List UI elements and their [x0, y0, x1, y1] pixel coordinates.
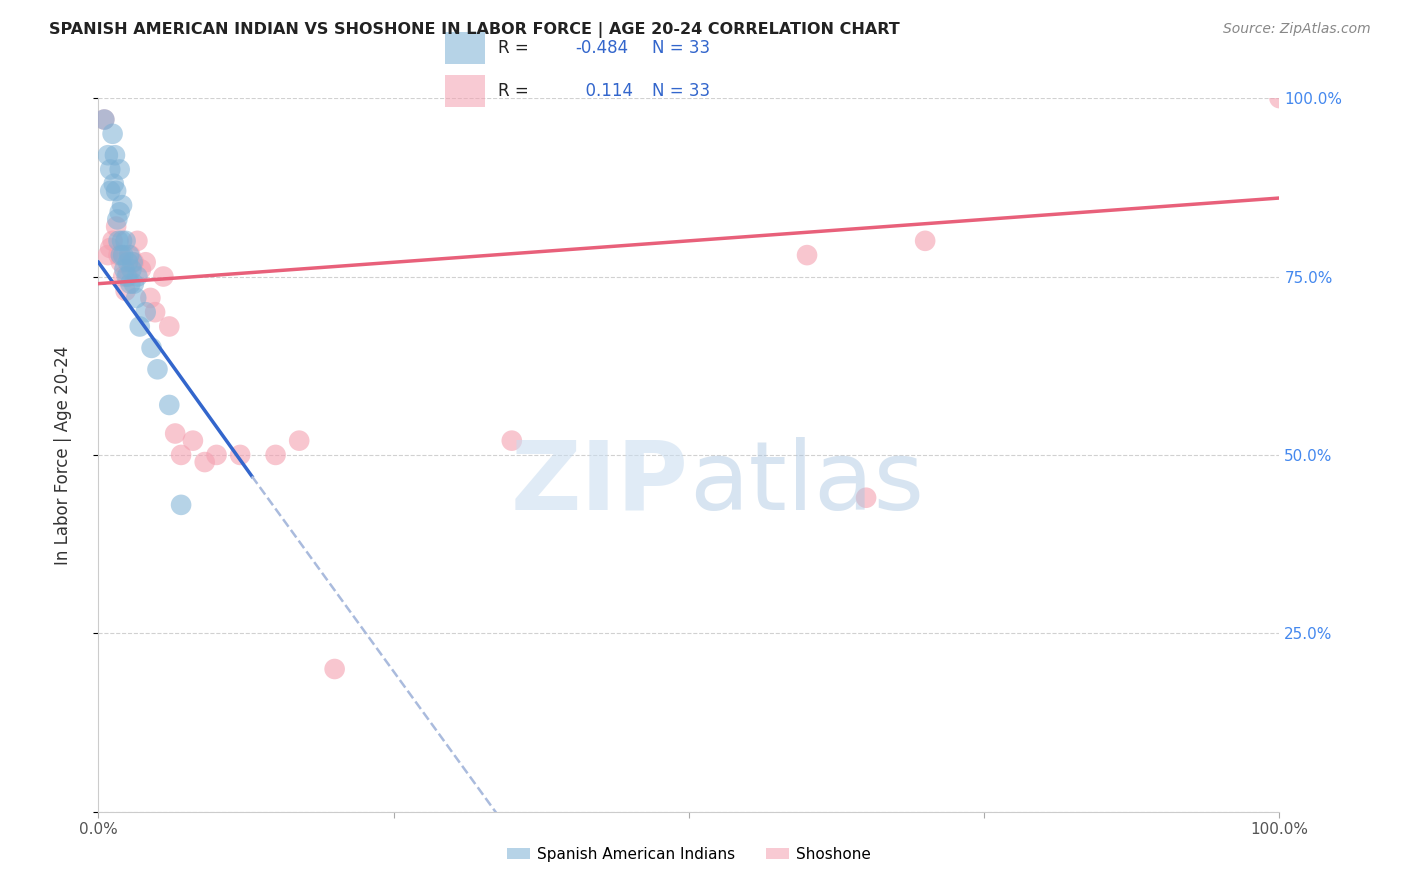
Point	[125, 291, 148, 305]
Text: R =: R =	[498, 38, 529, 56]
Point	[120, 277, 142, 291]
Point	[120, 248, 142, 262]
Point	[205, 448, 228, 462]
Point	[288, 434, 311, 448]
Point	[98, 184, 121, 198]
Point	[194, 455, 217, 469]
Point	[914, 234, 936, 248]
Point	[165, 426, 187, 441]
Point	[121, 262, 143, 277]
Point	[1268, 91, 1291, 105]
Point	[111, 198, 134, 212]
Point	[114, 284, 136, 298]
Point	[170, 498, 193, 512]
Point	[117, 255, 139, 269]
Text: -0.484: -0.484	[575, 38, 628, 56]
Point	[501, 434, 523, 448]
Point	[97, 148, 120, 162]
Point	[135, 255, 157, 269]
Text: ZIP: ZIP	[510, 437, 689, 530]
Text: Source: ZipAtlas.com: Source: ZipAtlas.com	[1223, 22, 1371, 37]
Point	[110, 248, 132, 262]
Point	[118, 248, 141, 262]
Text: atlas: atlas	[689, 437, 924, 530]
Point	[855, 491, 877, 505]
Point	[111, 234, 134, 248]
Point	[122, 277, 145, 291]
Point	[139, 291, 162, 305]
Point	[229, 448, 252, 462]
Point	[112, 262, 135, 277]
Point	[114, 234, 136, 248]
Point	[128, 319, 150, 334]
Point	[122, 255, 145, 269]
Point	[129, 262, 152, 277]
FancyBboxPatch shape	[446, 75, 485, 107]
Point	[97, 248, 120, 262]
Point	[105, 184, 128, 198]
Point	[157, 398, 180, 412]
Point	[157, 319, 180, 334]
Point	[101, 127, 124, 141]
Text: N = 33: N = 33	[652, 38, 710, 56]
Text: SPANISH AMERICAN INDIAN VS SHOSHONE IN LABOR FORCE | AGE 20-24 CORRELATION CHART: SPANISH AMERICAN INDIAN VS SHOSHONE IN L…	[49, 22, 900, 38]
Point	[108, 205, 131, 219]
Point	[105, 212, 128, 227]
Point	[135, 305, 157, 319]
Point	[264, 448, 287, 462]
Point	[121, 255, 143, 269]
Point	[146, 362, 169, 376]
Point	[127, 269, 149, 284]
Point	[110, 255, 132, 269]
Point	[323, 662, 346, 676]
Point	[143, 305, 166, 319]
Point	[115, 269, 138, 284]
Point	[93, 112, 115, 127]
Point	[98, 241, 121, 255]
Point	[93, 112, 115, 127]
Point	[117, 269, 139, 284]
Point	[103, 177, 125, 191]
Point	[796, 248, 818, 262]
Point	[107, 248, 129, 262]
Y-axis label: In Labor Force | Age 20-24: In Labor Force | Age 20-24	[53, 345, 72, 565]
FancyBboxPatch shape	[446, 32, 485, 63]
Legend: Spanish American Indians, Shoshone: Spanish American Indians, Shoshone	[501, 841, 877, 868]
Point	[170, 448, 193, 462]
Point	[127, 234, 149, 248]
Point	[105, 219, 128, 234]
Point	[112, 269, 135, 284]
Point	[101, 234, 124, 248]
Text: 0.114: 0.114	[575, 82, 633, 100]
Point	[112, 248, 135, 262]
Point	[108, 162, 131, 177]
Text: R =: R =	[498, 82, 529, 100]
Point	[141, 341, 163, 355]
Point	[107, 234, 129, 248]
Point	[152, 269, 174, 284]
Point	[98, 162, 121, 177]
Point	[181, 434, 204, 448]
Point	[104, 148, 127, 162]
Text: N = 33: N = 33	[652, 82, 710, 100]
